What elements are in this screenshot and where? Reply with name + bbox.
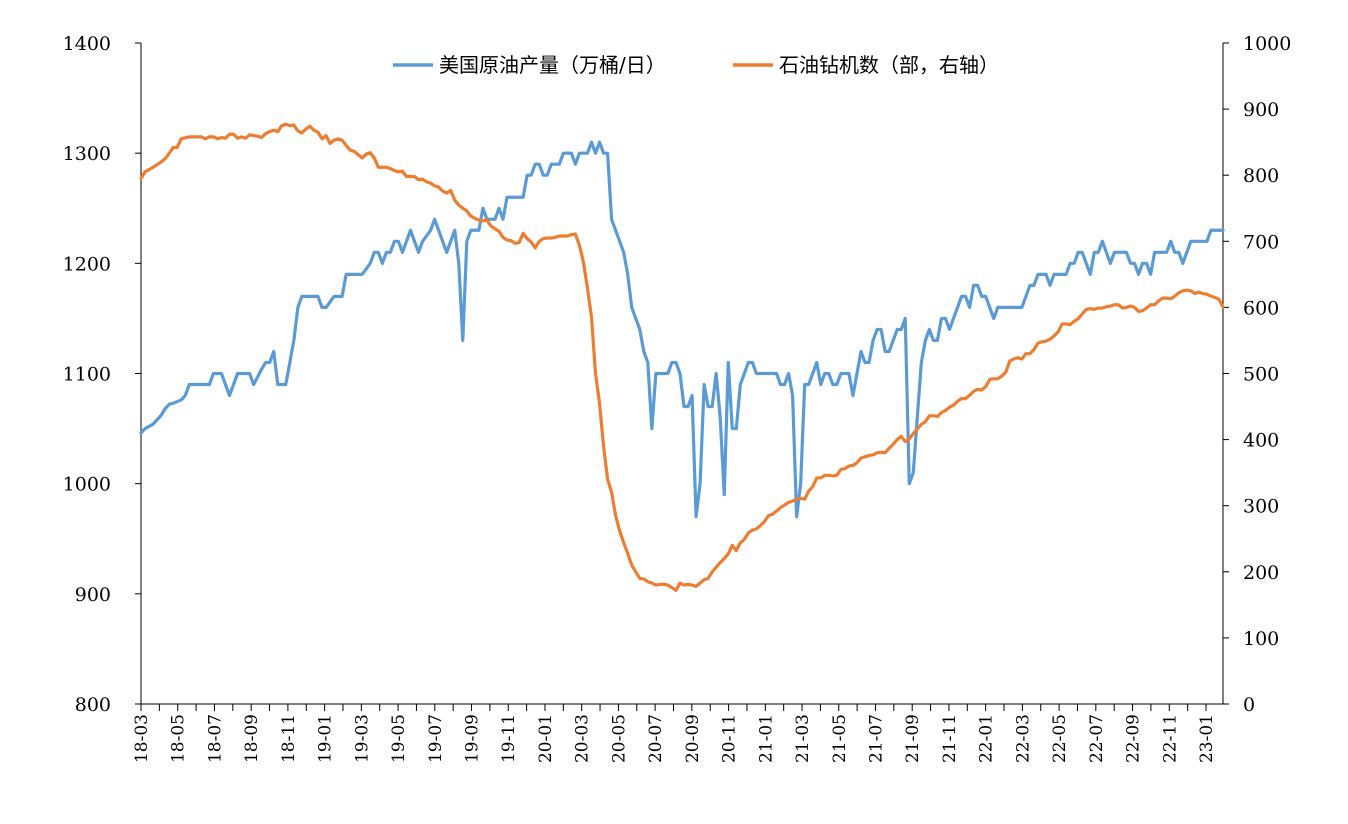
x-tick-label: 19-09: [463, 714, 483, 763]
right-tick-label: 100: [1243, 628, 1279, 650]
axes: [140, 43, 1224, 705]
right-tick-label: 400: [1243, 430, 1279, 452]
x-tick-label: 20-05: [609, 714, 629, 763]
x-tick-label: 21-03: [793, 714, 813, 763]
left-tick-label: 1200: [63, 253, 111, 275]
legend-label-rigs: 石油钻机数（部，右轴）: [779, 53, 999, 77]
x-tick-label: 21-07: [866, 714, 886, 763]
right-tick-label: 700: [1243, 231, 1279, 253]
legend: 美国原油产量（万桶/日） 石油钻机数（部，右轴）: [393, 53, 999, 77]
x-tick-label: 19-07: [426, 714, 446, 763]
series-line-production: [139, 140, 1225, 519]
right-tick-label: 1000: [1243, 33, 1291, 55]
left-axis-ticks: 800 900 1000 1100 1200 1300 1400: [63, 33, 141, 716]
left-tick-label: 1100: [63, 364, 111, 386]
x-tick-label: 22-07: [1087, 714, 1107, 763]
right-tick-label: 200: [1243, 562, 1279, 584]
x-axis-ticks: 18-03 18-05 18-07 18-09 18-11 19-01 19-03 19-05…: [132, 704, 1217, 763]
left-tick-label: 1300: [63, 143, 111, 165]
x-tick-label: 18-05: [169, 714, 189, 763]
legend-label-production: 美国原油产量（万桶/日）: [439, 53, 666, 77]
left-tick-label: 800: [75, 694, 111, 716]
right-tick-label: 800: [1243, 165, 1279, 187]
x-tick-label: 18-03: [132, 714, 152, 763]
right-tick-label: 500: [1243, 364, 1279, 386]
x-tick-label: 21-05: [830, 714, 850, 763]
left-tick-label: 1400: [63, 33, 111, 55]
x-tick-label: 21-01: [756, 714, 776, 763]
left-tick-label: 1000: [63, 474, 111, 496]
right-tick-label: 0: [1243, 694, 1255, 716]
x-tick-label: 23-01: [1197, 714, 1217, 763]
x-tick-label: 20-09: [683, 714, 703, 763]
series-line-rigs: [139, 122, 1225, 592]
x-tick-label: 19-05: [389, 714, 409, 763]
right-tick-label: 900: [1243, 99, 1279, 121]
x-tick-label: 19-01: [316, 714, 336, 763]
x-tick-label: 22-03: [1013, 714, 1033, 763]
x-tick-label: 18-11: [279, 714, 299, 763]
x-tick-label: 18-07: [205, 714, 225, 763]
x-tick-label: 19-11: [499, 714, 519, 763]
x-tick-label: 20-03: [573, 714, 593, 763]
x-tick-label: 21-11: [940, 714, 960, 763]
left-tick-label: 900: [75, 584, 111, 606]
x-tick-label: 20-07: [646, 714, 666, 763]
x-tick-label: 22-05: [1050, 714, 1070, 763]
right-tick-label: 300: [1243, 496, 1279, 518]
x-tick-label: 21-09: [903, 714, 923, 763]
x-tick-label: 18-09: [242, 714, 262, 763]
x-tick-label: 20-11: [720, 714, 740, 763]
x-tick-label: 19-03: [352, 714, 372, 763]
x-tick-label: 22-01: [977, 714, 997, 763]
right-tick-label: 600: [1243, 297, 1279, 319]
x-tick-label: 20-01: [536, 714, 556, 763]
x-tick-label: 22-09: [1124, 714, 1144, 763]
series-layer: [139, 122, 1225, 592]
right-axis-ticks: 0 100 200 300 400 500 600 700 800 900 1000: [1223, 33, 1291, 716]
x-tick-label: 22-11: [1160, 714, 1180, 763]
